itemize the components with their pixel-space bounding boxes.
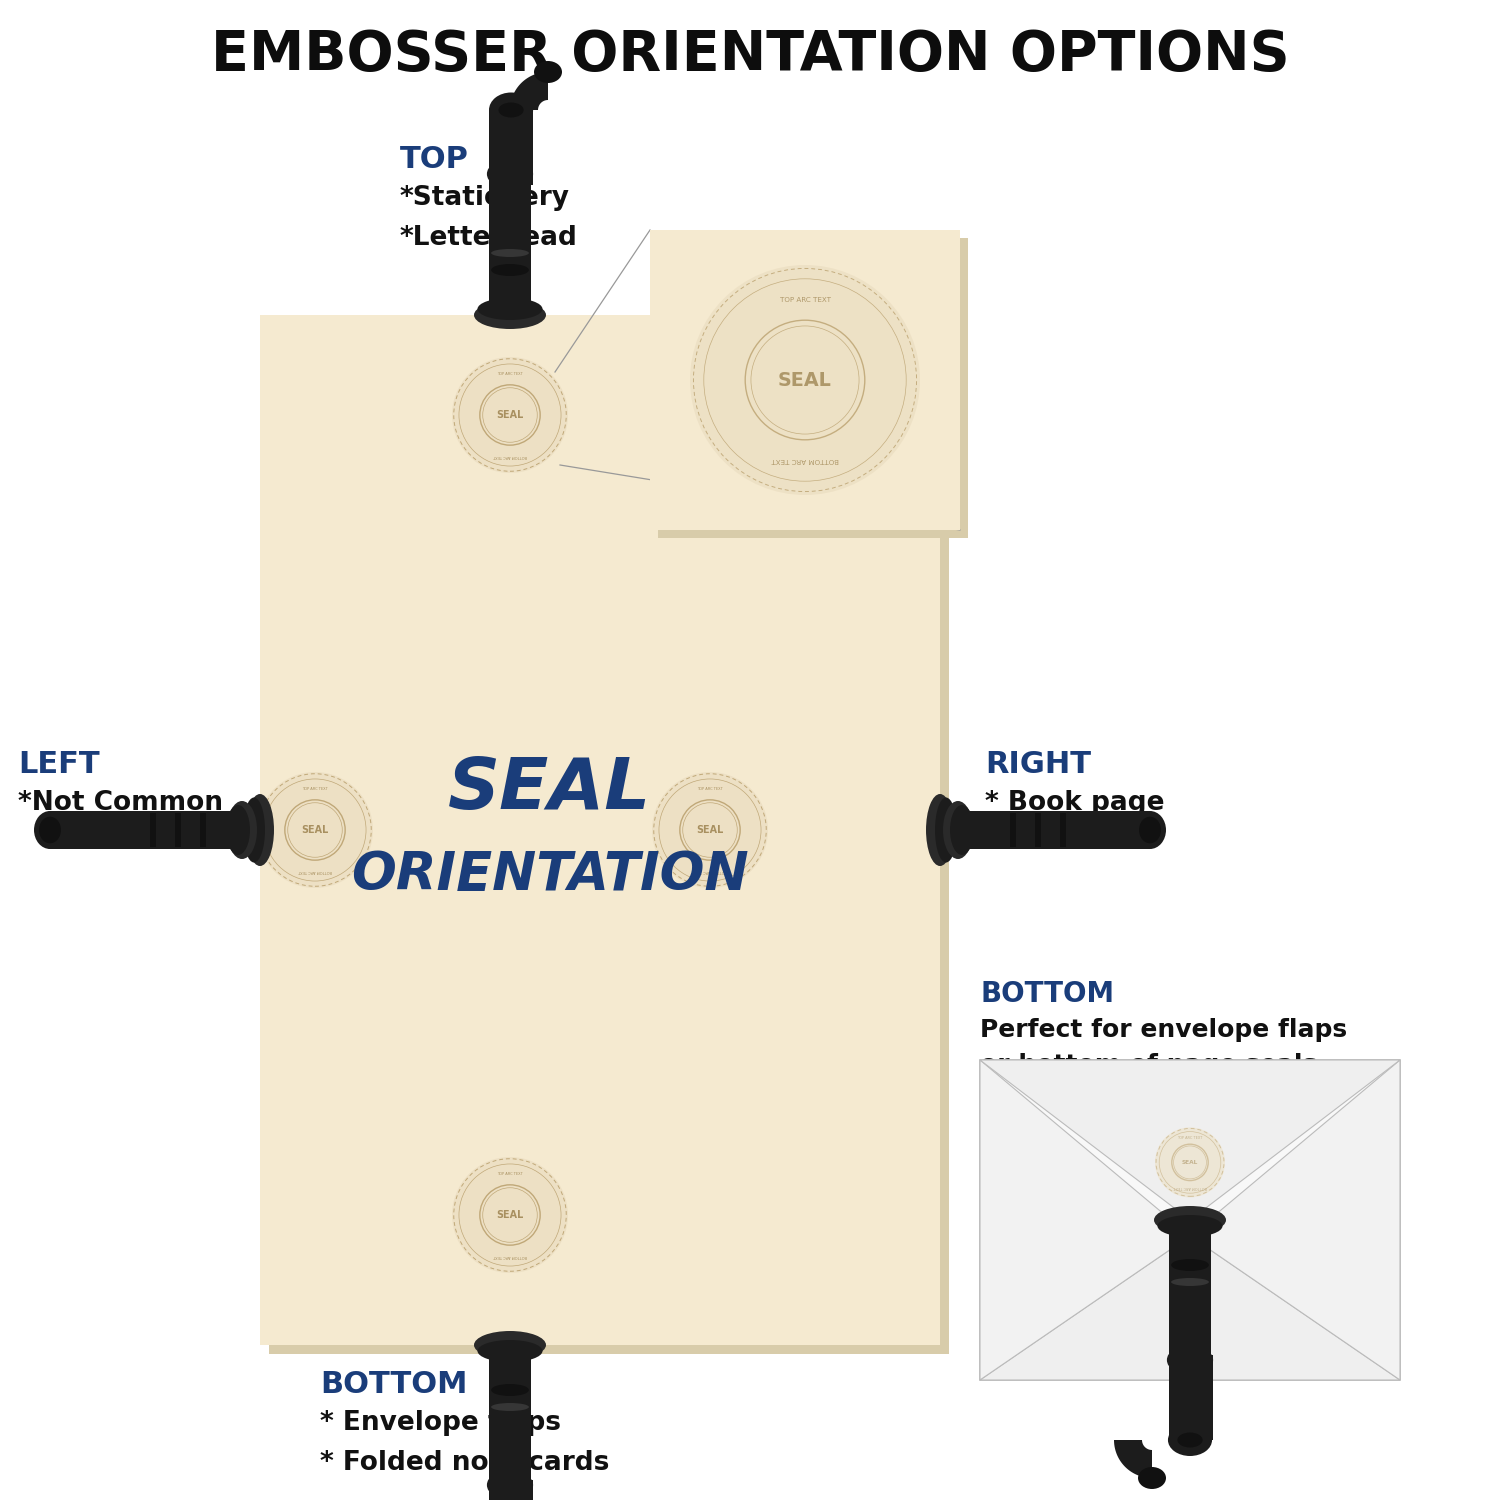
Bar: [489, 110, 532, 184]
Circle shape: [690, 266, 920, 495]
Ellipse shape: [39, 816, 62, 843]
Bar: [1168, 1220, 1210, 1360]
Bar: [950, 812, 1150, 849]
Text: EMBOSSER ORIENTATION OPTIONS: EMBOSSER ORIENTATION OPTIONS: [210, 28, 1290, 82]
Circle shape: [1155, 1128, 1226, 1197]
Bar: [1168, 1354, 1214, 1440]
Bar: [1060, 813, 1066, 847]
Polygon shape: [980, 1060, 1190, 1380]
Bar: [1010, 813, 1016, 847]
Text: or bottom of page seals: or bottom of page seals: [980, 1053, 1317, 1077]
Ellipse shape: [1168, 1424, 1212, 1456]
Ellipse shape: [488, 159, 532, 189]
Text: *Letterhead: *Letterhead: [400, 225, 578, 251]
Text: SEAL: SEAL: [496, 1210, 523, 1219]
Ellipse shape: [226, 801, 256, 859]
Ellipse shape: [489, 93, 532, 128]
Ellipse shape: [477, 298, 543, 320]
Circle shape: [452, 1156, 568, 1274]
Polygon shape: [980, 1060, 1400, 1220]
Ellipse shape: [1138, 1467, 1166, 1490]
Bar: [50, 812, 250, 849]
Text: TOP ARC TEXT: TOP ARC TEXT: [302, 788, 328, 792]
Ellipse shape: [944, 801, 974, 859]
Text: SEAL: SEAL: [1182, 1160, 1198, 1166]
Text: TOP ARC TEXT: TOP ARC TEXT: [780, 297, 831, 303]
Ellipse shape: [1134, 812, 1166, 849]
Text: SEAL: SEAL: [302, 825, 328, 836]
Bar: [176, 813, 181, 847]
Text: SEAL: SEAL: [696, 825, 723, 836]
Ellipse shape: [490, 1402, 530, 1411]
Ellipse shape: [246, 794, 274, 865]
Ellipse shape: [477, 1340, 543, 1362]
Text: SEAL: SEAL: [496, 410, 523, 420]
Ellipse shape: [226, 806, 251, 855]
Ellipse shape: [1167, 1346, 1214, 1376]
Text: *Stationery: *Stationery: [400, 184, 570, 211]
Text: RIGHT: RIGHT: [986, 750, 1090, 778]
Bar: [489, 1480, 532, 1500]
Text: * Book page: * Book page: [986, 790, 1164, 816]
Text: BOTTOM: BOTTOM: [980, 980, 1114, 1008]
Text: TOP ARC TEXT: TOP ARC TEXT: [496, 372, 523, 376]
Text: BOTTOM ARC TEXT: BOTTOM ARC TEXT: [1173, 1185, 1206, 1190]
Ellipse shape: [1154, 1206, 1226, 1234]
Ellipse shape: [34, 812, 66, 849]
Text: * Folded note cards: * Folded note cards: [320, 1450, 609, 1476]
Ellipse shape: [490, 249, 530, 256]
Text: SEAL: SEAL: [778, 370, 832, 390]
Bar: [200, 813, 206, 847]
Text: Perfect for envelope flaps: Perfect for envelope flaps: [980, 1019, 1347, 1042]
Circle shape: [452, 357, 568, 472]
Ellipse shape: [1178, 1432, 1203, 1448]
Circle shape: [256, 772, 374, 888]
Ellipse shape: [490, 1384, 530, 1396]
Ellipse shape: [490, 264, 530, 276]
Text: TOP ARC TEXT: TOP ARC TEXT: [496, 1173, 523, 1176]
Ellipse shape: [1172, 1278, 1209, 1286]
Ellipse shape: [243, 798, 266, 862]
Bar: [489, 1346, 531, 1485]
Text: TOP ARC TEXT: TOP ARC TEXT: [1178, 1136, 1203, 1140]
Ellipse shape: [934, 798, 957, 862]
Bar: [150, 813, 156, 847]
FancyBboxPatch shape: [650, 230, 960, 530]
Text: * Envelope flaps: * Envelope flaps: [320, 1410, 561, 1436]
Polygon shape: [1190, 1060, 1400, 1380]
Ellipse shape: [474, 1330, 546, 1359]
Ellipse shape: [498, 102, 523, 117]
Text: *Not Common: *Not Common: [18, 790, 223, 816]
FancyBboxPatch shape: [268, 324, 950, 1354]
Text: BOTTOM ARC TEXT: BOTTOM ARC TEXT: [494, 1254, 526, 1257]
FancyBboxPatch shape: [980, 1060, 1400, 1380]
Bar: [1035, 813, 1041, 847]
Ellipse shape: [1158, 1215, 1222, 1237]
Polygon shape: [980, 1236, 1400, 1380]
FancyBboxPatch shape: [260, 315, 940, 1346]
Text: LEFT: LEFT: [18, 750, 99, 778]
FancyBboxPatch shape: [658, 238, 968, 538]
Bar: [489, 174, 531, 309]
Ellipse shape: [488, 1470, 532, 1500]
Ellipse shape: [926, 794, 954, 865]
Text: TOP ARC TEXT: TOP ARC TEXT: [698, 788, 723, 792]
Polygon shape: [510, 72, 548, 110]
Text: BOTTOM ARC TEXT: BOTTOM ARC TEXT: [771, 458, 838, 464]
Text: BOTTOM ARC TEXT: BOTTOM ARC TEXT: [298, 868, 332, 873]
Ellipse shape: [1138, 816, 1161, 843]
Ellipse shape: [474, 302, 546, 328]
Circle shape: [652, 772, 768, 888]
Text: ORIENTATION: ORIENTATION: [351, 849, 748, 901]
Text: SEAL: SEAL: [448, 756, 651, 825]
Ellipse shape: [950, 806, 974, 855]
Text: BOTTOM ARC TEXT: BOTTOM ARC TEXT: [693, 868, 728, 873]
Ellipse shape: [534, 62, 562, 82]
Text: TOP: TOP: [400, 146, 470, 174]
Ellipse shape: [1172, 1258, 1209, 1270]
Text: BOTTOM: BOTTOM: [320, 1370, 468, 1400]
Polygon shape: [1114, 1440, 1152, 1478]
Text: BOTTOM ARC TEXT: BOTTOM ARC TEXT: [494, 453, 526, 458]
